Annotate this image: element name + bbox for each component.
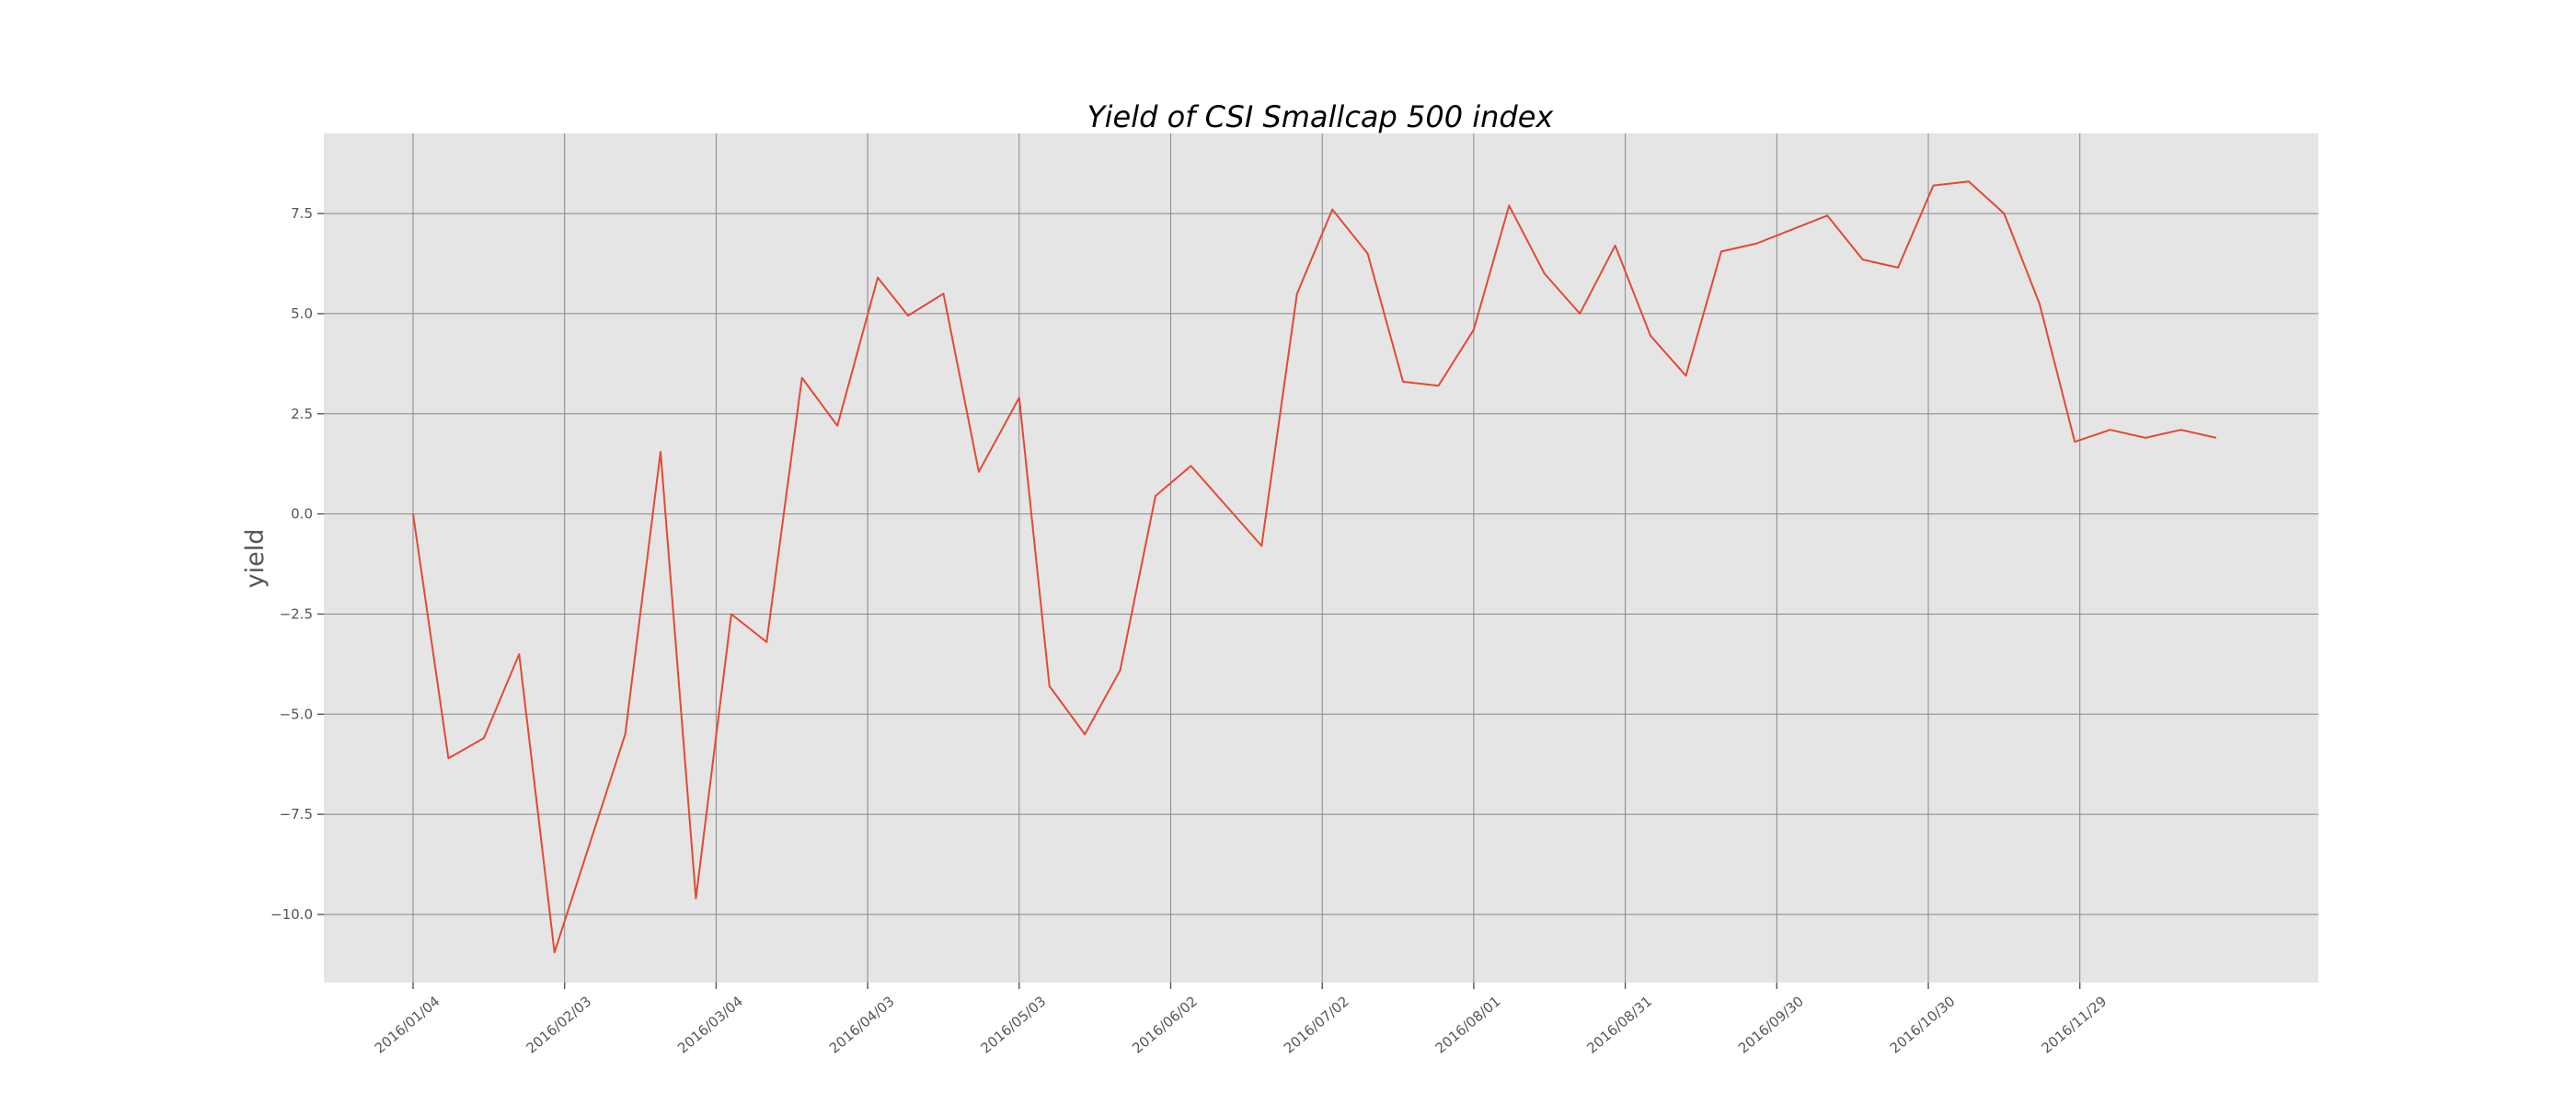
x-tick-label: 2016/09/30	[1735, 993, 1807, 1056]
x-tick-label: 2016/07/02	[1281, 993, 1352, 1056]
y-axis-label: yield	[241, 529, 270, 589]
grid-lines	[324, 133, 2318, 983]
x-tick-label: 2016/04/03	[826, 993, 898, 1056]
yield-series-line	[412, 180, 2217, 954]
x-tick-label: 2016/01/04	[372, 993, 443, 1056]
y-tick-label: 2.5	[291, 406, 313, 422]
x-axis-ticks: 2016/01/04 2016/02/03 2016/03/04 2016/04/03…	[372, 983, 2110, 1057]
x-tick-label: 2016/11/29	[2038, 993, 2110, 1056]
y-tick-label: 7.5	[291, 205, 313, 222]
y-tick-label: −2.5	[280, 605, 313, 622]
x-tick-label: 2016/10/30	[1887, 993, 1959, 1056]
x-tick-label: 2016/06/02	[1129, 993, 1201, 1056]
y-tick-label: −5.0	[280, 706, 313, 722]
y-tick-label: −7.5	[280, 806, 313, 822]
x-tick-label: 2016/08/01	[1432, 993, 1504, 1056]
chart-title: Yield of CSI Smallcap 500 index	[1087, 99, 1555, 134]
plot-area	[324, 133, 2318, 983]
x-tick-label: 2016/02/03	[523, 993, 594, 1056]
y-tick-label: 5.0	[291, 305, 313, 322]
x-tick-label: 2016/03/04	[674, 993, 746, 1056]
y-axis-ticks: −10.0 −7.5 −5.0 −2.5 0.0 2.5 5.0 7.5	[270, 205, 324, 923]
x-tick-label: 2016/05/03	[978, 993, 1050, 1056]
x-tick-label: 2016/08/31	[1583, 993, 1655, 1056]
y-tick-label: 0.0	[291, 506, 313, 523]
y-tick-label: −10.0	[270, 906, 313, 923]
